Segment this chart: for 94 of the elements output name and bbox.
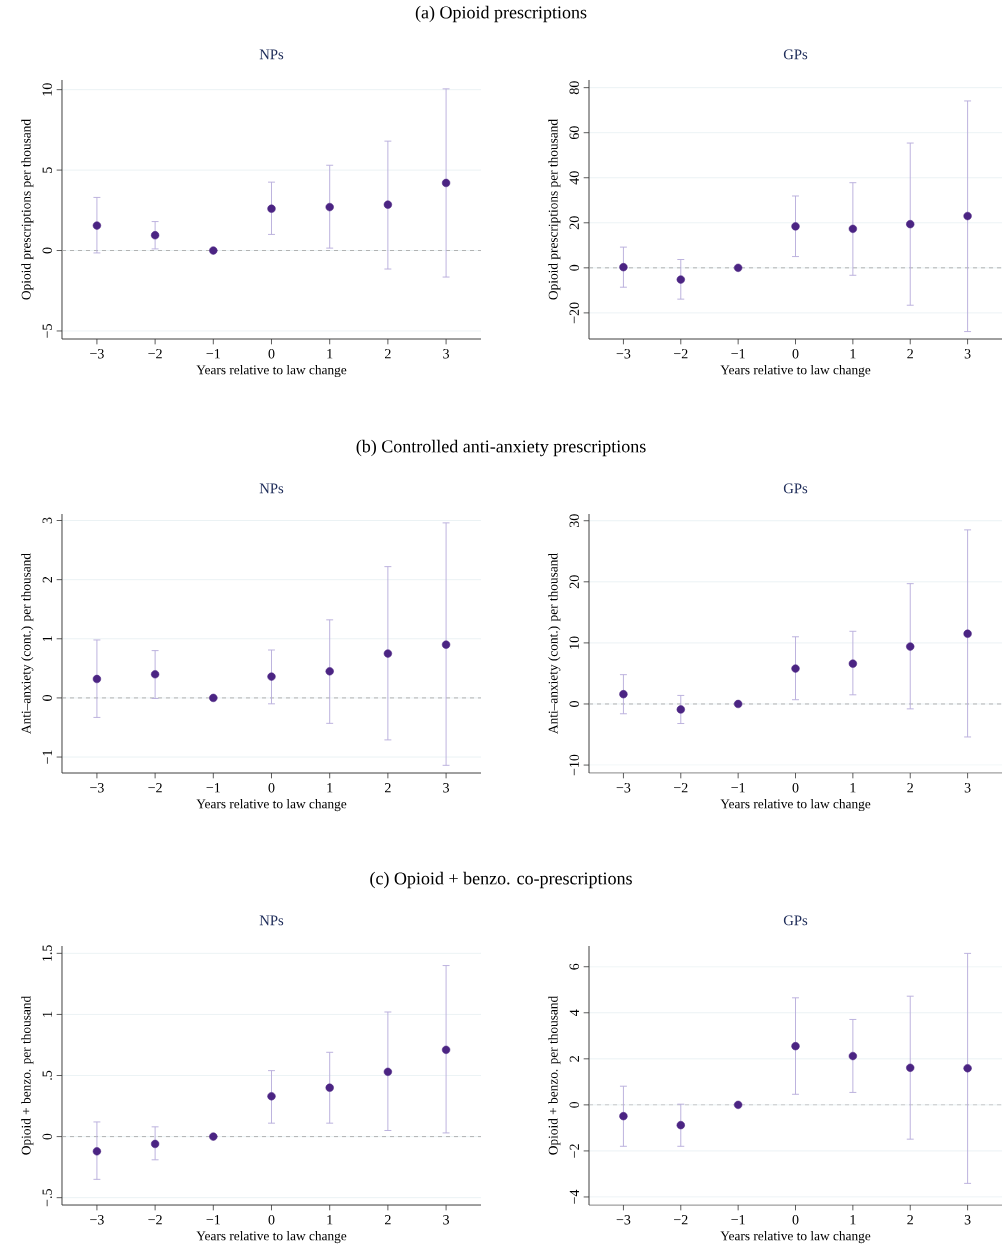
- y-tick-label: 10: [42, 83, 52, 96]
- x-tick-label: −3: [616, 349, 631, 359]
- y-tick-label: −10: [569, 754, 579, 776]
- y-tick-label: 10: [569, 636, 579, 649]
- x-axis-title: Years relative to law change: [196, 798, 347, 812]
- y-tick-label: −20: [569, 302, 579, 324]
- y-tick-label: −4: [569, 1189, 579, 1204]
- x-tick-label: −2: [674, 783, 688, 793]
- y-axis-title: Opioid prescriptions per thousand: [548, 119, 561, 300]
- y-axis-title: Opioid prescriptions per thousand: [21, 119, 34, 300]
- x-tick-label: 3: [443, 349, 450, 359]
- y-tick-label: 60: [569, 126, 579, 140]
- y-tick-label: 20: [569, 216, 579, 230]
- x-tick-label: 3: [964, 783, 971, 793]
- y-tick-label: 0: [569, 701, 579, 707]
- y-tick-label: 1: [42, 636, 52, 642]
- x-tick-label: −1: [206, 1215, 220, 1225]
- y-tick-label: 1: [42, 1011, 52, 1017]
- x-tick-label: 1: [850, 349, 856, 359]
- x-tick-label: 3: [443, 1215, 450, 1225]
- x-tick-label: 0: [792, 1215, 799, 1225]
- y-tick-label: 5: [42, 167, 52, 173]
- x-tick-label: −1: [206, 783, 220, 793]
- x-axis-title: Years relative to law change: [720, 798, 871, 812]
- x-tick-label: 0: [268, 349, 275, 359]
- x-tick-label: −3: [90, 1215, 104, 1225]
- x-tick-label: 3: [964, 349, 971, 359]
- y-tick-label: 2: [42, 576, 52, 583]
- y-tick-label: 0: [42, 1133, 52, 1140]
- y-tick-label: −1: [42, 750, 52, 764]
- x-tick-label: 1: [327, 783, 333, 793]
- y-tick-label: −2: [569, 1144, 579, 1158]
- x-tick-label: −2: [674, 1215, 688, 1225]
- x-tick-label: 2: [384, 349, 391, 359]
- x-tick-label: 2: [907, 783, 913, 793]
- chart-title: NPs: [259, 483, 284, 494]
- x-tick-label: −2: [674, 349, 688, 359]
- y-tick-label: 0: [569, 1101, 579, 1108]
- y-tick-label: 0: [42, 694, 52, 701]
- x-tick-label: 0: [792, 349, 799, 359]
- y-tick-label: 0: [42, 247, 52, 254]
- y-axis-title: Opioid + benzo. per thousand: [548, 996, 561, 1155]
- x-tick-label: 1: [850, 1215, 856, 1225]
- chart-title: GPs: [783, 483, 808, 494]
- x-tick-label: 2: [907, 349, 913, 359]
- y-tick-label: 0: [569, 264, 579, 271]
- x-tick-label: −1: [731, 1215, 745, 1225]
- x-tick-label: −2: [148, 349, 162, 359]
- text: (c) Opioid + benzo. co-prescriptions: [370, 871, 632, 889]
- y-tick-label: 80: [569, 81, 579, 95]
- x-tick-label: −1: [731, 349, 745, 359]
- y-axis-title: Opioid + benzo. per thousand: [21, 996, 34, 1155]
- x-tick-label: −1: [206, 349, 220, 359]
- y-tick-label: 1.5: [42, 945, 52, 961]
- y-axis-title: Anti–anxiety (cont.) per thousand: [548, 553, 561, 734]
- chart-title: NPs: [259, 49, 284, 60]
- x-tick-label: 0: [792, 783, 799, 793]
- y-tick-label: 4: [569, 1009, 579, 1017]
- x-tick-label: 3: [964, 1215, 971, 1225]
- y-tick-label: −.5: [42, 1189, 52, 1207]
- x-axis-title: Years relative to law change: [720, 364, 871, 378]
- y-tick-label: 2: [569, 1056, 579, 1062]
- chart-title: NPs: [259, 915, 284, 926]
- y-tick-label: 3: [42, 517, 52, 524]
- chart-title: GPs: [783, 49, 808, 60]
- x-axis-title: Years relative to law change: [196, 1230, 347, 1244]
- x-tick-label: −3: [616, 1215, 631, 1225]
- x-tick-label: 1: [850, 783, 856, 793]
- x-axis-title: Years relative to law change: [720, 1230, 871, 1244]
- y-tick-label: 20: [569, 575, 579, 589]
- y-tick-label: 6: [569, 963, 579, 970]
- text: (b) Controlled anti-anxiety prescriptions: [356, 439, 646, 457]
- y-tick-label: 30: [569, 514, 579, 528]
- x-tick-label: 2: [384, 783, 391, 793]
- x-tick-label: 2: [384, 1215, 391, 1225]
- x-tick-label: −2: [148, 1215, 162, 1225]
- y-axis-title: Anti–anxiety (cont.) per thousand: [21, 553, 34, 734]
- x-tick-label: 3: [443, 783, 450, 793]
- x-tick-label: 2: [907, 1215, 913, 1225]
- y-tick-label: 40: [569, 171, 579, 185]
- x-tick-label: −1: [731, 783, 745, 793]
- y-tick-label: .5: [42, 1070, 52, 1080]
- x-tick-label: −3: [616, 783, 631, 793]
- chart-title: GPs: [783, 915, 808, 926]
- x-axis-title: Years relative to law change: [196, 364, 347, 378]
- x-tick-label: 1: [327, 1215, 333, 1225]
- x-tick-label: 0: [268, 1215, 275, 1225]
- x-tick-label: −2: [148, 783, 162, 793]
- text: (a) Opioid prescriptions: [415, 5, 587, 23]
- x-tick-label: 0: [268, 783, 275, 793]
- y-tick-label: −5: [42, 324, 52, 338]
- x-tick-label: −3: [90, 349, 104, 359]
- x-tick-label: 1: [327, 349, 333, 359]
- x-tick-label: −3: [90, 783, 104, 793]
